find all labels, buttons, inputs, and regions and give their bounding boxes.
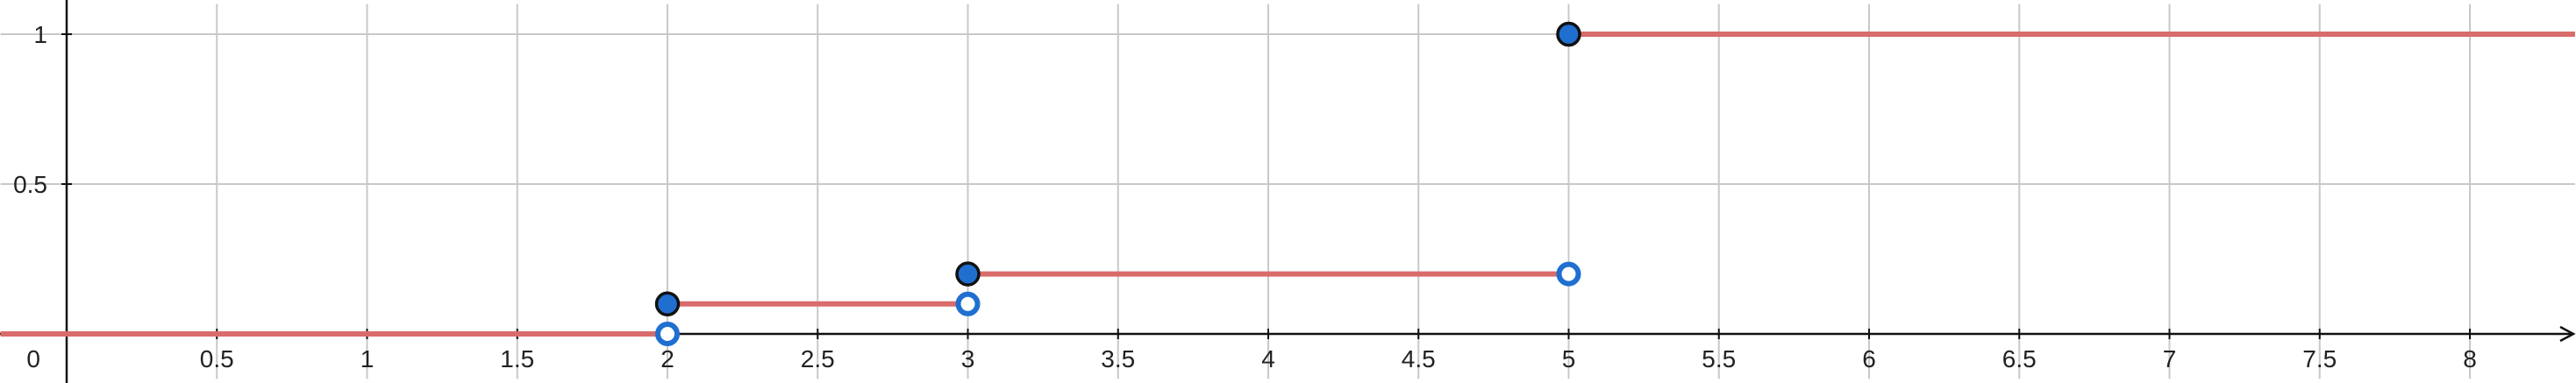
x-tick-label: 0.5 xyxy=(200,345,234,372)
origin-label: 0 xyxy=(26,345,40,372)
x-tick-label: 5 xyxy=(1562,345,1576,372)
closed-point xyxy=(654,291,681,317)
x-tick-label: 5.5 xyxy=(1702,345,1736,372)
closed-point xyxy=(1556,21,1581,47)
x-tick-label: 7.5 xyxy=(2302,345,2337,372)
grid-layer xyxy=(0,4,2575,379)
y-tick-label: 1 xyxy=(33,21,47,48)
x-tick-label: 1 xyxy=(360,345,375,372)
x-tick-label: 2 xyxy=(660,345,674,372)
step-series xyxy=(0,32,2575,337)
x-tick-label: 1.5 xyxy=(500,345,534,372)
x-axis-arrow xyxy=(2559,325,2576,343)
x-tick-label: 3.5 xyxy=(1101,345,1135,372)
x-tick-label: 3 xyxy=(961,345,975,372)
x-tick-label: 4 xyxy=(1261,345,1275,372)
open-point xyxy=(955,291,981,316)
y-tick-label: 0.5 xyxy=(13,171,47,198)
x-tick-label: 4.5 xyxy=(1402,345,1436,372)
open-point xyxy=(1556,261,1581,287)
tick-label-layer: 0.5 1 1.5 2 2.5 3 3.5 4 4.5 5 5.5 6 6.5 7 7.5 8 0.5 1 0 xyxy=(13,21,2477,372)
x-tick-label: 6 xyxy=(1862,345,1876,372)
x-tick-label: 8 xyxy=(2463,345,2477,372)
open-point xyxy=(655,322,680,346)
x-tick-label: 7 xyxy=(2163,345,2177,372)
x-tick-label: 2.5 xyxy=(801,345,835,372)
closed-point xyxy=(955,261,981,287)
x-tick-label: 6.5 xyxy=(2002,345,2037,372)
point-layer xyxy=(654,21,1581,346)
